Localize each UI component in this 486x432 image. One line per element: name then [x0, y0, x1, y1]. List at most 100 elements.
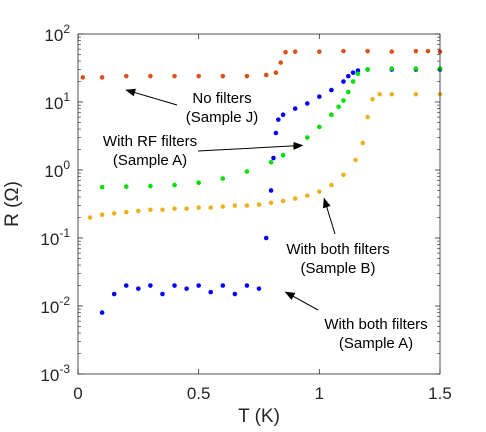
data-point: [220, 176, 226, 181]
data-point: [196, 205, 201, 210]
series-2: [99, 67, 443, 315]
series-1: [80, 48, 443, 80]
data-point: [244, 73, 250, 79]
data-point: [268, 200, 274, 206]
data-point: [280, 112, 286, 118]
data-point: [377, 91, 382, 97]
data-point: [365, 67, 370, 72]
series-3: [99, 66, 443, 190]
data-point: [172, 73, 177, 79]
data-point: [353, 157, 358, 163]
data-point: [160, 291, 165, 297]
data-point: [350, 70, 356, 75]
data-point: [220, 283, 226, 288]
data-point: [389, 49, 395, 54]
data-point: [196, 73, 201, 79]
data-point: [184, 286, 189, 291]
data-point: [263, 72, 269, 78]
y-tick-label: 101: [44, 90, 70, 113]
y-tick-label: 10-1: [40, 226, 70, 249]
y-tick-label: 100: [44, 158, 70, 181]
data-point: [283, 49, 288, 55]
annotation-text: (Sample J): [186, 109, 259, 126]
data-point: [244, 203, 250, 208]
data-point: [370, 96, 375, 102]
plot-frame: [77, 33, 441, 375]
data-point: [208, 205, 214, 210]
data-point: [172, 182, 177, 188]
data-point: [196, 283, 201, 288]
data-point: [365, 114, 370, 120]
data-point: [355, 68, 361, 73]
data-point: [208, 289, 214, 295]
data-point: [148, 183, 153, 189]
data-point: [413, 66, 419, 71]
data-point: [184, 206, 189, 211]
data-point: [99, 184, 105, 190]
data-point: [292, 106, 298, 111]
annotation-arrow: [197, 141, 304, 152]
data-point: [292, 49, 298, 54]
data-point: [172, 283, 177, 288]
data-point: [360, 140, 366, 146]
data-point: [341, 172, 346, 178]
x-tick-label: 0: [73, 384, 82, 403]
data-point: [123, 184, 129, 189]
annotation-arrow: [284, 291, 319, 311]
data-point: [123, 73, 129, 79]
data-point: [160, 207, 165, 213]
data-point: [123, 209, 129, 215]
data-point: [263, 235, 269, 241]
data-point: [389, 91, 395, 97]
data-point: [292, 196, 298, 201]
data-point: [232, 291, 238, 297]
data-point: [148, 73, 153, 79]
data-point: [317, 49, 322, 54]
data-point: [99, 212, 105, 218]
data-point: [273, 130, 279, 136]
annotation-arrow: [125, 88, 178, 106]
annotation-text: (Sample A): [113, 152, 187, 169]
y-tick-label: 10-2: [40, 294, 70, 317]
data-point: [317, 94, 322, 99]
data-point: [280, 198, 286, 204]
annotation-2: With RF filters (Sample A): [103, 133, 304, 169]
annotations: No filters (Sample J) With RF filters (Samp…: [103, 88, 428, 352]
data-point: [341, 98, 346, 103]
x-tick-label: 1.5: [428, 384, 452, 403]
y-axis-label: R (Ω): [2, 181, 23, 227]
data-point: [304, 135, 310, 140]
data-point: [276, 117, 281, 122]
annotation-text: (Sample A): [339, 335, 413, 352]
data-point: [341, 48, 346, 54]
data-point: [273, 70, 279, 75]
data-point: [280, 152, 286, 158]
data-point: [355, 71, 361, 77]
data-point: [244, 169, 250, 174]
data-point: [136, 208, 141, 214]
data-point: [87, 215, 93, 220]
data-point: [123, 283, 129, 288]
data-point: [268, 159, 274, 165]
data-point: [256, 286, 262, 291]
x-axis-label: T (K): [238, 406, 280, 427]
data-point: [413, 48, 419, 54]
data-point: [329, 112, 334, 118]
data-point: [244, 283, 250, 288]
data-point: [111, 291, 117, 297]
data-point: [425, 48, 431, 54]
annotation-text: With both filters: [324, 316, 427, 333]
annotation-4: With both filters (Sample A): [284, 291, 428, 352]
x-tick-label: 0.5: [187, 384, 211, 403]
data-point: [268, 188, 274, 193]
data-point: [256, 202, 262, 207]
data-point: [389, 66, 395, 71]
data-point: [278, 60, 284, 65]
annotation-1: No filters (Sample J): [125, 88, 259, 126]
data-point: [341, 79, 346, 84]
data-point: [304, 101, 310, 106]
data-point: [336, 104, 341, 110]
data-point: [220, 73, 226, 79]
data-point: [111, 211, 117, 216]
